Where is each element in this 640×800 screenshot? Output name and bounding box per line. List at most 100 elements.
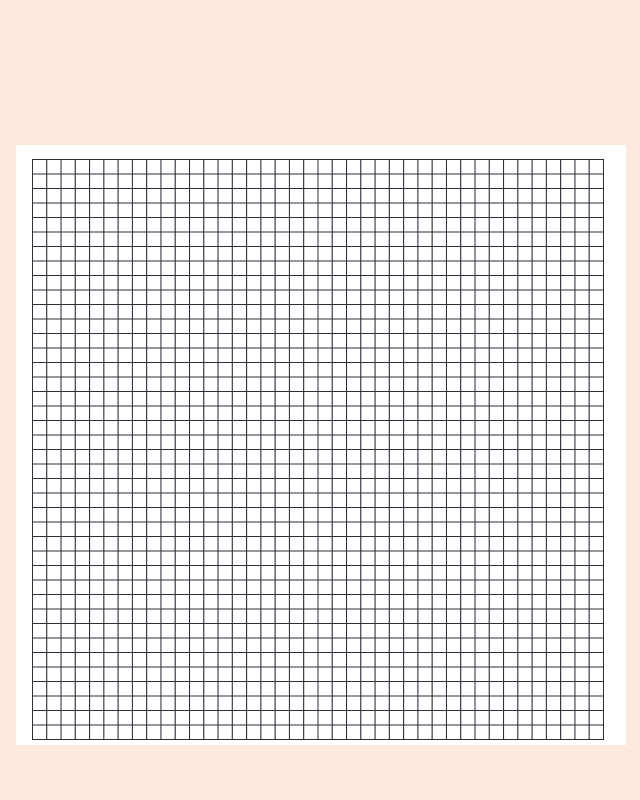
cell[interactable]	[531, 362, 547, 378]
cell[interactable]	[588, 347, 604, 363]
cell[interactable]	[103, 391, 119, 407]
cell[interactable]	[560, 347, 576, 363]
cell[interactable]	[388, 231, 405, 247]
cell[interactable]	[46, 405, 62, 421]
cell[interactable]	[260, 318, 276, 334]
cell[interactable]	[331, 565, 348, 581]
cell[interactable]	[545, 724, 562, 740]
cell[interactable]	[189, 507, 205, 523]
cell[interactable]	[374, 173, 390, 189]
cell[interactable]	[32, 347, 48, 363]
cell[interactable]	[217, 550, 233, 566]
cell[interactable]	[60, 695, 76, 711]
cell[interactable]	[588, 289, 604, 305]
cell[interactable]	[288, 217, 305, 233]
cell[interactable]	[560, 594, 576, 610]
cell[interactable]	[231, 565, 248, 581]
cell[interactable]	[588, 463, 604, 479]
cell[interactable]	[417, 507, 433, 523]
cell[interactable]	[560, 434, 576, 450]
cell[interactable]	[189, 449, 205, 465]
cell[interactable]	[474, 565, 490, 581]
cell[interactable]	[288, 449, 305, 465]
cell[interactable]	[131, 521, 148, 537]
cell[interactable]	[574, 289, 590, 305]
cell[interactable]	[445, 347, 462, 363]
cell[interactable]	[574, 565, 590, 581]
cell[interactable]	[288, 347, 305, 363]
cell[interactable]	[203, 695, 219, 711]
cell[interactable]	[331, 695, 348, 711]
cell[interactable]	[189, 333, 205, 349]
cell[interactable]	[517, 608, 533, 624]
cell[interactable]	[303, 188, 319, 204]
cell[interactable]	[545, 463, 562, 479]
cell[interactable]	[346, 434, 362, 450]
cell[interactable]	[303, 173, 319, 189]
cell[interactable]	[131, 202, 148, 218]
cell[interactable]	[374, 391, 390, 407]
cell[interactable]	[588, 405, 604, 421]
cell[interactable]	[74, 260, 91, 276]
cell[interactable]	[574, 362, 590, 378]
cell[interactable]	[103, 434, 119, 450]
cell[interactable]	[445, 579, 462, 595]
cell[interactable]	[303, 521, 319, 537]
cell[interactable]	[445, 333, 462, 349]
cell[interactable]	[246, 260, 262, 276]
cell[interactable]	[203, 608, 219, 624]
cell[interactable]	[588, 637, 604, 653]
cell[interactable]	[517, 376, 533, 392]
cell[interactable]	[588, 710, 604, 726]
cell[interactable]	[146, 579, 162, 595]
cell[interactable]	[103, 478, 119, 494]
cell[interactable]	[203, 666, 219, 682]
cell[interactable]	[74, 173, 91, 189]
cell[interactable]	[574, 202, 590, 218]
cell[interactable]	[89, 536, 105, 552]
cell[interactable]	[32, 594, 48, 610]
cell[interactable]	[274, 159, 290, 175]
cell[interactable]	[503, 463, 519, 479]
cell[interactable]	[32, 666, 48, 682]
cell[interactable]	[360, 724, 376, 740]
cell[interactable]	[288, 565, 305, 581]
cell[interactable]	[374, 376, 390, 392]
cell[interactable]	[403, 550, 419, 566]
cell[interactable]	[574, 536, 590, 552]
cell[interactable]	[374, 449, 390, 465]
cell[interactable]	[560, 463, 576, 479]
cell[interactable]	[560, 449, 576, 465]
cell[interactable]	[346, 449, 362, 465]
cell[interactable]	[46, 289, 62, 305]
cell[interactable]	[160, 275, 176, 291]
cell[interactable]	[360, 231, 376, 247]
cell[interactable]	[103, 231, 119, 247]
cell[interactable]	[488, 637, 505, 653]
cell[interactable]	[360, 550, 376, 566]
cell[interactable]	[360, 579, 376, 595]
cell[interactable]	[74, 376, 91, 392]
cell[interactable]	[460, 579, 476, 595]
cell[interactable]	[131, 565, 148, 581]
cell[interactable]	[32, 637, 48, 653]
cell[interactable]	[217, 420, 233, 436]
cell[interactable]	[60, 173, 76, 189]
cell[interactable]	[146, 260, 162, 276]
cell[interactable]	[317, 202, 333, 218]
cell[interactable]	[74, 463, 91, 479]
cell[interactable]	[246, 173, 262, 189]
cell[interactable]	[231, 521, 248, 537]
cell[interactable]	[560, 304, 576, 320]
cell[interactable]	[431, 449, 447, 465]
cell[interactable]	[588, 202, 604, 218]
cell[interactable]	[160, 652, 176, 668]
cell[interactable]	[431, 710, 447, 726]
cell[interactable]	[488, 478, 505, 494]
cell[interactable]	[374, 347, 390, 363]
cell[interactable]	[103, 637, 119, 653]
cell[interactable]	[103, 275, 119, 291]
cell[interactable]	[32, 173, 48, 189]
cell[interactable]	[488, 333, 505, 349]
cell[interactable]	[46, 623, 62, 639]
